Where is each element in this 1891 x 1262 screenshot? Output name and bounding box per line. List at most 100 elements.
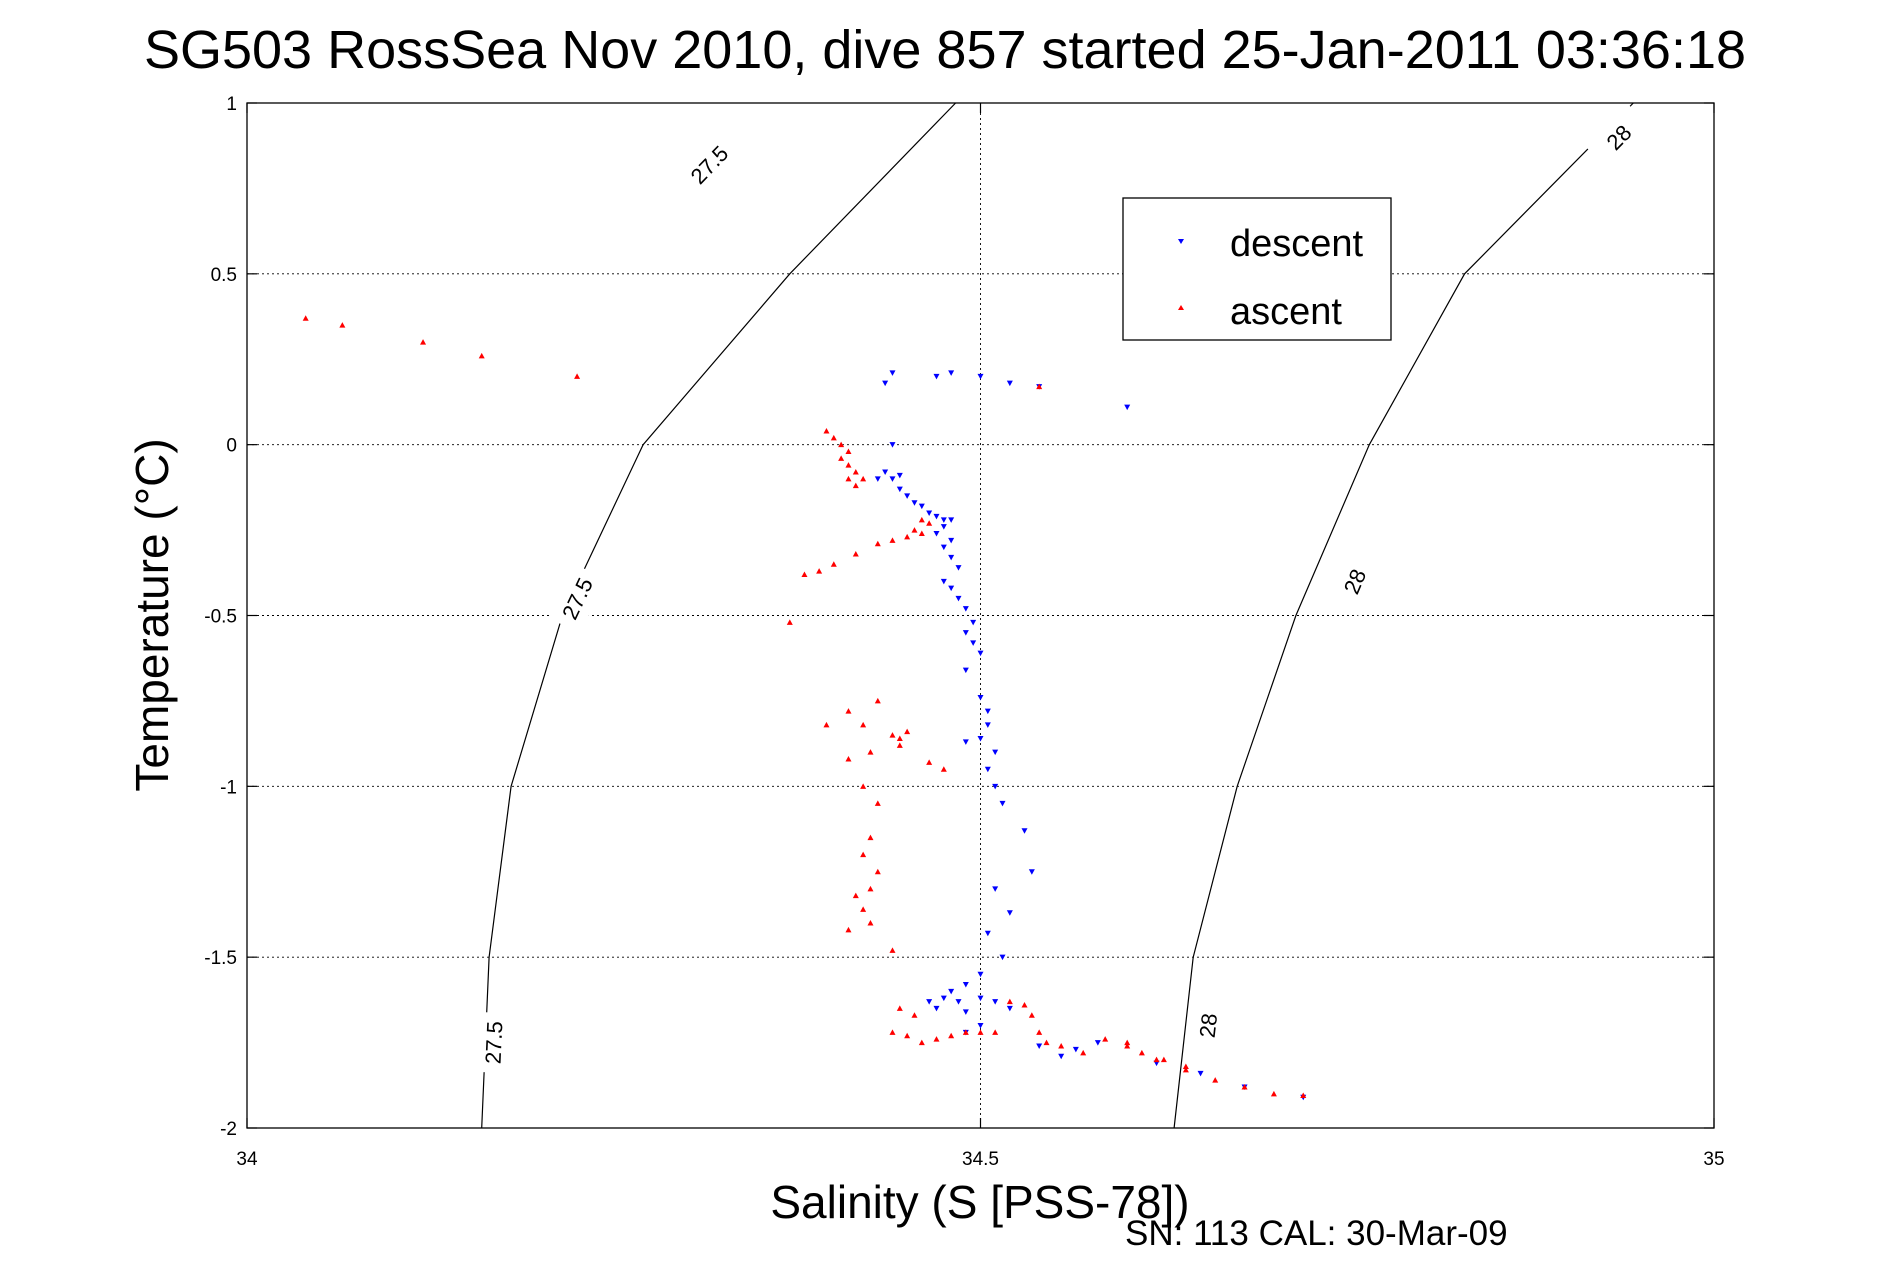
ascent-point (845, 926, 852, 933)
ascent-point (1153, 1056, 1160, 1063)
ascent-point (1300, 1092, 1307, 1099)
ascent-point (889, 1029, 896, 1035)
descent-point (970, 640, 977, 646)
ascent-point (845, 475, 852, 482)
ascent-point (867, 834, 874, 841)
ascent-point (302, 315, 309, 321)
ascent-point (860, 475, 867, 482)
ascent-point (867, 885, 874, 892)
contour-label-gap (474, 1011, 513, 1074)
x-tick-label: 34 (236, 1149, 258, 1170)
ascent-point (926, 759, 933, 765)
descent-point (977, 1023, 984, 1029)
ascent-point (339, 322, 346, 328)
legend-descent-marker (1178, 239, 1184, 244)
descent-point (948, 517, 955, 523)
descent-point (904, 493, 911, 499)
ascent-point (904, 1032, 911, 1039)
descent-point (940, 517, 947, 523)
descent-point (896, 486, 903, 493)
ascent-point (889, 537, 896, 543)
ascent-point (845, 462, 852, 468)
y-tick-label: -0.5 (204, 607, 237, 628)
descent-point (992, 749, 999, 756)
legend: descent ascent (1122, 197, 1392, 341)
ascent-point (801, 571, 808, 577)
ascent-point (823, 428, 830, 434)
ascent-point (896, 1005, 903, 1011)
ascent-point (420, 339, 427, 345)
descent-point (940, 544, 947, 551)
ascent-point (918, 1039, 925, 1046)
descent-point (962, 982, 969, 988)
y-tick-label: 0 (226, 436, 237, 457)
ascent-point (860, 851, 867, 858)
ascent-point (838, 441, 845, 448)
ascent-point (896, 742, 903, 748)
descent-point (948, 554, 955, 561)
legend-ascent-marker (1178, 305, 1184, 310)
ascent-point (830, 561, 837, 567)
ascent-point (1212, 1077, 1219, 1083)
descent-point (955, 595, 962, 602)
ascent-point (823, 721, 830, 728)
x-tick-label: 34.5 (962, 1149, 999, 1170)
descent-point (984, 766, 991, 773)
descent-point (874, 476, 881, 482)
descent-point (999, 954, 1006, 961)
descent-point (948, 988, 955, 995)
ascent-point (845, 756, 852, 762)
contour-label: 28 (1195, 1012, 1223, 1039)
descent-point (1094, 1040, 1101, 1046)
descent-point (977, 373, 984, 380)
descent-point (992, 999, 999, 1005)
descent-point (962, 739, 969, 745)
ascent-point (860, 783, 867, 789)
ascent-point (874, 800, 881, 806)
descent-point (984, 930, 991, 937)
contour-label-gap (1326, 546, 1383, 616)
descent-point (977, 736, 984, 742)
ascent-point (574, 373, 581, 379)
contour-label-gap (547, 563, 607, 634)
y-tick-label: 0.5 (211, 265, 237, 286)
descent-point (948, 537, 955, 544)
descent-point (926, 999, 933, 1005)
descent-point (933, 373, 940, 380)
ascent-point (1124, 1039, 1131, 1046)
descent-point (889, 370, 896, 376)
descent-point (1036, 1043, 1043, 1049)
ascent-point (948, 1032, 955, 1039)
descent-point (1006, 380, 1013, 387)
legend-box (1122, 197, 1392, 341)
descent-point (933, 513, 940, 520)
descent-point (889, 442, 896, 448)
descent-point (992, 886, 999, 892)
ascent-point (1036, 1029, 1043, 1035)
ascent-point (1102, 1036, 1109, 1042)
descent-point (911, 500, 918, 506)
descent-point (962, 1009, 969, 1015)
ascent-point (852, 892, 859, 899)
ascent-point (852, 469, 859, 475)
ascent-point (830, 434, 837, 441)
descent-point (940, 995, 947, 1002)
ascent-point (1182, 1066, 1189, 1073)
descent-point (992, 783, 999, 790)
ascent-point (1043, 1039, 1050, 1046)
descent-point (955, 999, 962, 1005)
ascent-point (816, 568, 823, 574)
descent-point (948, 370, 955, 376)
ascent-point (874, 697, 881, 704)
ascent-point (1028, 1012, 1035, 1018)
ascent-point (962, 1029, 969, 1035)
ascent-point (852, 482, 859, 489)
ascent-point (1241, 1084, 1248, 1090)
descent-point (889, 476, 896, 482)
contour-label-gap (675, 130, 743, 199)
axis-ticks: 34 34.5 35 1 0.5 0 -0.5 -1 -1.5 -2 (204, 94, 1724, 1170)
descent-point (933, 531, 940, 537)
ascent-point (889, 947, 896, 953)
